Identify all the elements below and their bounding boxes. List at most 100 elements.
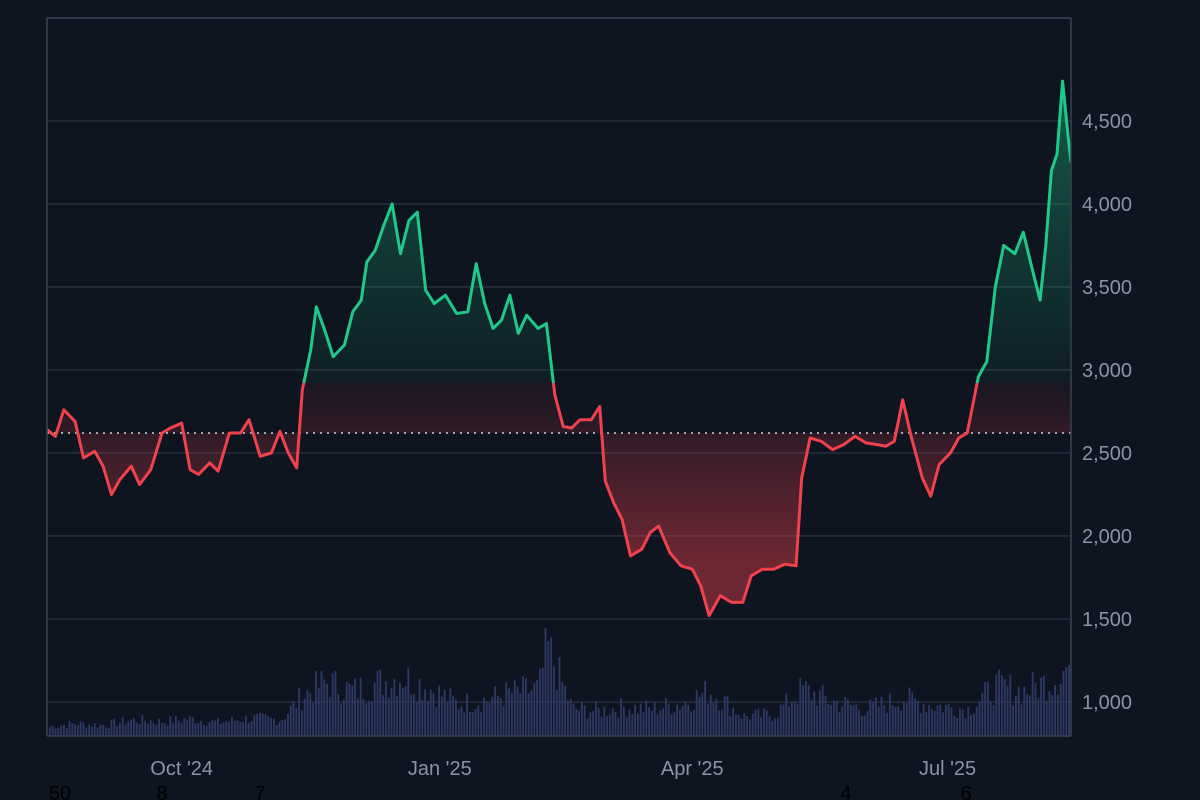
volume-bar (992, 705, 995, 736)
volume-bar (141, 715, 144, 736)
volume-bar (1037, 698, 1040, 736)
volume-bar (68, 721, 71, 736)
volume-bar (488, 702, 491, 736)
volume-bar (810, 699, 813, 736)
volume-bar (228, 721, 230, 736)
volume-bar (522, 676, 524, 736)
volume-bar (110, 719, 113, 736)
volume-bar (519, 692, 522, 736)
volume-bar (180, 722, 183, 736)
volume-bar (771, 720, 774, 736)
volume-bar (645, 700, 648, 736)
volume-bar (1031, 672, 1034, 736)
volume-bar (466, 693, 468, 736)
volume-bar (679, 709, 681, 736)
volume-bar (474, 708, 477, 736)
volume-bar (133, 717, 135, 736)
volume-bar (410, 694, 412, 736)
volume-bar (681, 705, 684, 736)
volume-bar (446, 702, 449, 736)
area-below-baseline (47, 383, 1071, 616)
volume-bar (536, 679, 538, 736)
volume-bars (49, 627, 1070, 736)
volume-bar (639, 703, 642, 736)
volume-bar (648, 706, 650, 736)
volume-bar (382, 695, 384, 736)
volume-bar (222, 722, 225, 736)
volume-bar (233, 720, 236, 736)
volume-bar (530, 690, 533, 736)
volume-bar (956, 717, 958, 736)
volume-bar (544, 627, 547, 736)
volume-bar (301, 710, 303, 736)
volume-bar (471, 712, 474, 736)
volume-bar (175, 716, 177, 736)
volume-bar (572, 703, 575, 736)
volume-bar (49, 726, 51, 736)
volume-bar (275, 725, 278, 736)
area-above-baseline (303, 81, 1071, 383)
volume-bar (1029, 695, 1031, 736)
volume-bar (119, 722, 121, 736)
volume-bar (256, 713, 258, 736)
volume-bar (777, 717, 779, 736)
volume-bar (359, 677, 362, 736)
volume-bar (931, 709, 933, 736)
volume-bar (421, 699, 424, 736)
volume-bar (936, 705, 939, 736)
volume-bar (805, 681, 807, 736)
volume-bar (373, 682, 376, 736)
volume-bar (303, 698, 306, 736)
volume-bar (791, 702, 793, 736)
volume-bar (124, 724, 127, 736)
volume-bar (900, 710, 902, 736)
volume-bar (625, 716, 628, 736)
volume-bar (158, 718, 160, 736)
volume-bar (217, 717, 219, 736)
volume-bar (869, 699, 872, 736)
volume-bar (628, 709, 631, 736)
volume-bar (634, 704, 636, 736)
volume-bar (701, 692, 704, 736)
volume-bar (144, 721, 146, 736)
volume-bar (169, 716, 172, 736)
volume-bar (586, 718, 589, 736)
volume-bar (323, 679, 326, 736)
volume-bar (399, 682, 401, 736)
volume-bar (214, 720, 216, 736)
volume-bar (687, 704, 690, 736)
volume-bar (404, 686, 407, 736)
volume-bar (922, 704, 925, 736)
volume-bar (841, 706, 844, 736)
volume-bar (1065, 666, 1068, 736)
volume-bar (550, 637, 552, 736)
volume-bar (925, 711, 928, 736)
volume-bar (284, 719, 286, 736)
volume-bar (821, 684, 824, 736)
volume-bar (1059, 683, 1062, 736)
volume-bar (455, 699, 457, 736)
volume-bar (292, 700, 295, 736)
volume-bar (71, 723, 74, 736)
volume-bar (690, 711, 692, 736)
volume-bar (186, 720, 188, 736)
volume-bar (1006, 685, 1009, 736)
volume-bar (1054, 684, 1056, 736)
y-tick-label: 2,500 (1082, 443, 1132, 465)
x-tick-label: Jul '25 (919, 758, 976, 780)
volume-bar (239, 722, 242, 736)
volume-bar (723, 696, 726, 736)
volume-bar (609, 714, 611, 736)
volume-bar (707, 704, 709, 736)
volume-bar (172, 723, 174, 736)
price-line-down (47, 383, 979, 618)
volume-bar (1012, 705, 1014, 736)
volume-bar (623, 706, 625, 736)
volume-bar (348, 683, 351, 736)
volume-bar (564, 685, 566, 736)
stray-label: 7 (254, 783, 265, 800)
volume-bar (505, 682, 508, 736)
volume-bar (149, 720, 152, 736)
volume-bar (567, 700, 569, 736)
volume-bar (575, 709, 578, 736)
